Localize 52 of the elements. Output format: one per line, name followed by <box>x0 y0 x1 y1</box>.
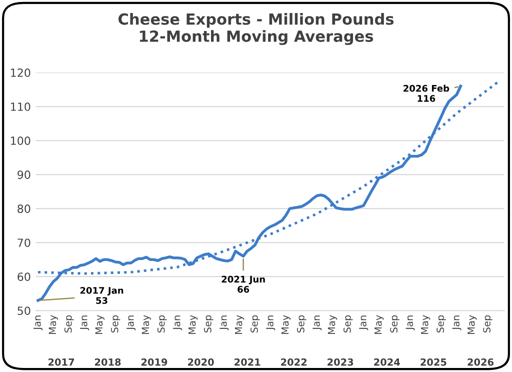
x-tick-label: Jan <box>266 316 276 330</box>
y-tick-label: 80 <box>18 204 30 213</box>
annotation: 2017 Jan 53 <box>80 286 124 304</box>
x-tick-label: May <box>328 315 338 334</box>
annotation: 2021 Jun 66 <box>222 276 265 293</box>
x-tick-label: May <box>48 315 58 334</box>
x-tick-label: Jan <box>312 316 322 330</box>
text: 2023 <box>328 358 354 366</box>
text: 2017 <box>48 358 74 366</box>
chart-title: Cheese Exports - Million Pounds 12-Month Moving Averages <box>118 13 394 46</box>
x-tick-label: Jan <box>406 316 415 330</box>
y-tick-label: 110 <box>10 102 30 111</box>
text: 2020 <box>188 358 214 366</box>
x-tick-label: Jan <box>126 316 136 330</box>
x-tick-label: Jan <box>80 316 90 330</box>
x-tick-label: Jan <box>220 316 229 330</box>
x-tick-label: Jan <box>359 316 368 330</box>
x-tick-label: Sep <box>64 315 74 332</box>
x-tick-label: Jan <box>34 316 43 330</box>
x-tick-label: Jan <box>452 316 462 330</box>
text: 2025 <box>420 358 446 366</box>
y-tick-label: 90 <box>18 170 30 179</box>
x-tick-label: Sep <box>436 315 446 332</box>
x-tick-label: May <box>421 315 430 334</box>
x-tick-label: May <box>281 315 291 334</box>
x-tick-label: Sep <box>157 315 167 332</box>
annotation: 2026 Feb 116 <box>404 84 450 102</box>
x-tick-label: Sep <box>483 315 492 332</box>
x-tick-label: Sep <box>110 315 120 332</box>
y-tick-label: 120 <box>10 68 30 77</box>
x-tick-label: Sep <box>390 315 400 332</box>
x-tick-label: May <box>188 315 198 334</box>
x-tick-label: May <box>234 315 244 334</box>
text: 2026 <box>468 358 494 366</box>
text: 2021 <box>234 358 260 366</box>
text: 2019 <box>141 358 168 366</box>
x-tick-label: Sep <box>204 315 214 332</box>
x-tick-label: Jan <box>173 316 182 330</box>
y-tick-label: 50 <box>18 306 30 315</box>
x-tick-label: May <box>468 315 477 334</box>
text: 2022 <box>281 358 307 366</box>
x-tick-label: Sep <box>297 315 306 332</box>
y-tick-label: 60 <box>18 272 30 281</box>
x-tick-label: Sep <box>250 315 260 332</box>
x-tick-label: Sep <box>344 315 353 332</box>
y-tick-label: 100 <box>10 136 30 145</box>
x-tick-label: May <box>142 315 151 334</box>
x-tick-label: May <box>95 315 104 334</box>
text: 2018 <box>94 358 121 366</box>
y-tick-label: 70 <box>18 238 30 247</box>
x-tick-label: May <box>374 315 384 334</box>
text: 2024 <box>374 358 400 366</box>
